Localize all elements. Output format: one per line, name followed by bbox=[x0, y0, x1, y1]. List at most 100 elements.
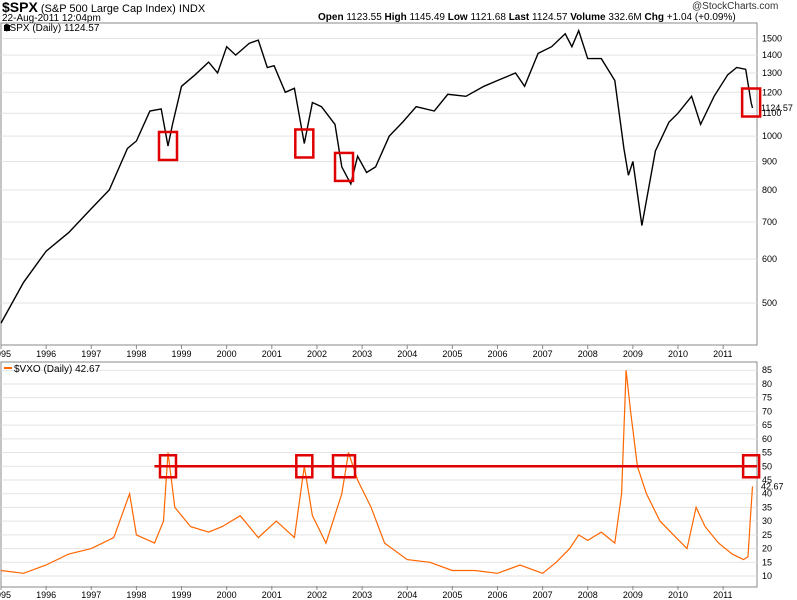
x-tick-label: 1999 bbox=[172, 590, 192, 600]
price-tick-label: 800 bbox=[762, 185, 777, 195]
vxo-highlight-box bbox=[295, 454, 314, 479]
vxo-tick-label: 15 bbox=[762, 557, 772, 567]
x-tick-label: 2005 bbox=[442, 349, 462, 359]
vxo-tick-label: 70 bbox=[762, 406, 772, 416]
vxo-tick-label: 55 bbox=[762, 448, 772, 458]
vxo-x-axis: 1995 1996 1997 1998 1999 2000 2001 2002 2003 2004… bbox=[0, 586, 733, 600]
low-value: 1121.68 bbox=[470, 12, 506, 23]
x-tick-label: 2004 bbox=[397, 349, 417, 359]
vxo-tick-label: 60 bbox=[762, 434, 772, 444]
vxo-tick-label: 85 bbox=[762, 365, 772, 375]
price-tick-label: 1300 bbox=[762, 68, 782, 78]
x-tick-label: 2001 bbox=[262, 349, 282, 359]
open-label: Open bbox=[318, 12, 344, 23]
price-panel: 500 600 700 800 900 1000 1100 1200 1300 1400 1500 1… bbox=[0, 22, 793, 346]
x-tick-label: 1999 bbox=[172, 349, 192, 359]
volume-label: Volume bbox=[570, 12, 606, 23]
x-tick-label: 1998 bbox=[126, 349, 146, 359]
vxo-highlight-box bbox=[741, 454, 761, 479]
price-legend: $SPX (Daily) 1124.57 bbox=[4, 23, 100, 34]
price-tick-label: 900 bbox=[762, 157, 777, 167]
x-tick-label: 2010 bbox=[668, 349, 688, 359]
vxo-highlights bbox=[158, 454, 761, 479]
x-tick-label: 2006 bbox=[487, 349, 507, 359]
source-credit: @StockCharts.com bbox=[692, 1, 779, 12]
vxo-highlight-box bbox=[158, 454, 178, 479]
price-tick-label: 1200 bbox=[762, 87, 782, 97]
vxo-tick-label: 40 bbox=[762, 489, 772, 499]
price-tick-label: 1100 bbox=[762, 108, 781, 118]
x-tick-label: 1995 bbox=[0, 349, 11, 359]
high-label: High bbox=[384, 12, 407, 23]
price-highlight-box bbox=[333, 151, 355, 183]
open-value: 1123.55 bbox=[346, 12, 382, 23]
x-tick-label: 1997 bbox=[81, 590, 101, 600]
x-tick-label: 1998 bbox=[126, 590, 146, 600]
x-tick-label: 2001 bbox=[262, 590, 282, 600]
price-tick-label: 600 bbox=[762, 254, 777, 264]
vxo-tick-label: 10 bbox=[762, 571, 772, 581]
x-tick-label: 2006 bbox=[487, 590, 507, 600]
x-tick-label: 2007 bbox=[533, 590, 553, 600]
x-tick-label: 1995 bbox=[0, 590, 11, 600]
price-tick-label: 700 bbox=[762, 217, 777, 227]
price-highlights bbox=[157, 87, 762, 183]
vxo-axis: 10 15 20 25 30 35 40 45 50 55 60 65 70 75 80 85 42.67 bbox=[761, 365, 784, 581]
price-tick-label: 500 bbox=[762, 298, 777, 308]
vxo-tick-label: 45 bbox=[762, 475, 772, 485]
price-highlight-box bbox=[740, 87, 762, 118]
price-legend-swatch bbox=[4, 25, 10, 31]
x-tick-label: 2003 bbox=[352, 349, 372, 359]
vxo-panel: 10 15 20 25 30 35 40 45 50 55 60 65 70 75 80 85 42.67 $V… bbox=[0, 361, 784, 588]
last-value: 1124.57 bbox=[532, 12, 568, 23]
quote-bar: Open 1123.55 High 1145.49 Low 1121.68 La… bbox=[318, 12, 736, 24]
x-tick-label: 2010 bbox=[668, 590, 688, 600]
price-grid bbox=[1, 38, 757, 304]
exchange: INDX bbox=[178, 3, 206, 15]
vxo-highlight-box bbox=[331, 454, 357, 479]
x-tick-label: 2005 bbox=[442, 590, 462, 600]
price-highlight-box bbox=[157, 130, 179, 162]
x-tick-label: 1996 bbox=[36, 349, 56, 359]
symbol: $SPX bbox=[2, 0, 38, 15]
chart-header-title: $SPX (S&P 500 Large Cap Index) INDX bbox=[2, 0, 206, 15]
vxo-panel-frame bbox=[0, 361, 758, 588]
spx-series-line bbox=[0, 28, 754, 324]
x-tick-label: 2011 bbox=[713, 349, 732, 359]
spx-last-label: 1124.57 bbox=[761, 103, 793, 113]
high-value: 1145.49 bbox=[409, 12, 445, 23]
last-label: Last bbox=[508, 12, 530, 23]
x-tick-label: 2008 bbox=[578, 590, 598, 600]
volume-value: 332.6M bbox=[608, 12, 642, 23]
index-name: (S&P 500 Large Cap Index) bbox=[40, 3, 176, 15]
vxo-tick-label: 80 bbox=[762, 379, 772, 389]
price-panel-frame bbox=[0, 22, 758, 346]
vxo-tick-label: 50 bbox=[762, 461, 772, 471]
vxo-tick-label: 30 bbox=[762, 516, 772, 526]
vxo-tick-label: 25 bbox=[762, 530, 772, 540]
vxo-tick-label: 35 bbox=[762, 502, 772, 512]
x-tick-label: 2003 bbox=[352, 590, 372, 600]
x-tick-label: 1996 bbox=[36, 590, 56, 600]
x-tick-label: 2002 bbox=[307, 590, 327, 600]
x-tick-label: 2011 bbox=[713, 590, 732, 600]
vxo-last-label: 42.67 bbox=[761, 481, 784, 491]
x-tick-label: 2009 bbox=[623, 590, 643, 600]
vxo-legend: $VXO (Daily) 42.67 bbox=[14, 364, 101, 375]
vxo-grid bbox=[1, 369, 757, 577]
vxo-tick-label: 75 bbox=[762, 393, 772, 403]
chart-date: 22-Aug-2011 12:04pm bbox=[2, 13, 101, 24]
price-highlight-box bbox=[294, 128, 315, 159]
price-tick-label: 1000 bbox=[762, 131, 782, 141]
x-tick-label: 2002 bbox=[307, 349, 327, 359]
x-tick-label: 1997 bbox=[81, 349, 101, 359]
price-axis: 500 600 700 800 900 1000 1100 1200 1300 1400 1500 1… bbox=[761, 34, 793, 308]
low-label: Low bbox=[447, 12, 468, 23]
vxo-tick-label: 20 bbox=[762, 544, 772, 554]
chg-label: Chg bbox=[644, 12, 664, 23]
price-tick-label: 1400 bbox=[762, 50, 782, 60]
x-tick-label: 2008 bbox=[578, 349, 598, 359]
price-x-axis: 1995 1996 1997 1998 1999 2000 2001 2002 2003 2004… bbox=[0, 345, 733, 359]
vxo-series-line bbox=[0, 370, 754, 574]
